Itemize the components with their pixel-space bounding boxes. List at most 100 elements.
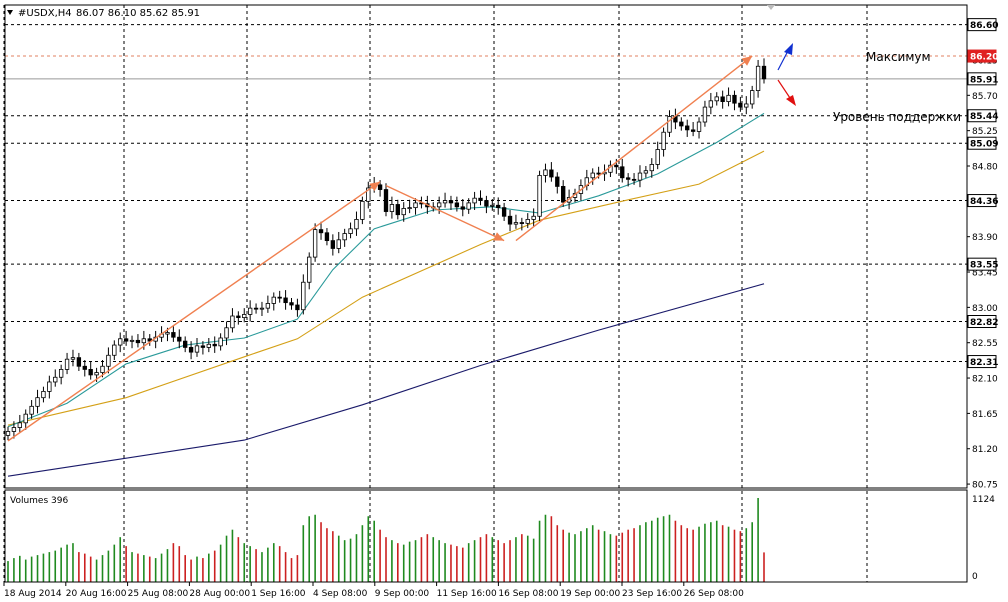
candle (129, 335, 135, 349)
candle (525, 213, 530, 229)
candle (389, 196, 395, 219)
candle-body (147, 338, 152, 342)
trend-arrow-head-icon (741, 56, 753, 66)
candle (271, 292, 276, 311)
candle (466, 198, 471, 214)
candle (744, 96, 749, 115)
candle (64, 352, 70, 375)
candle (324, 228, 330, 246)
candle (259, 301, 265, 317)
candle-body (377, 184, 383, 190)
candle (123, 330, 129, 346)
candle-body (324, 232, 330, 242)
price-tag-box (967, 194, 997, 208)
candle-body (531, 215, 536, 220)
candle (472, 191, 477, 210)
trend-arrow-line (7, 181, 381, 442)
candle (377, 180, 383, 197)
y-tick-label: 85.70 (972, 92, 998, 102)
candle-body (389, 204, 395, 212)
candle-body (183, 340, 188, 348)
candle (289, 297, 294, 310)
candle-body (537, 175, 542, 217)
candle-body (519, 222, 525, 224)
candle-body (17, 422, 22, 428)
candle (531, 208, 536, 227)
candle-body (507, 215, 513, 225)
candle (366, 181, 371, 209)
y-tick-label: 83.45 (972, 269, 998, 279)
candle (555, 172, 560, 194)
candle-body (448, 200, 454, 204)
candle-body (224, 327, 229, 339)
candle (649, 158, 654, 178)
candle (76, 352, 82, 371)
candle (29, 400, 34, 419)
candle-body (177, 336, 182, 342)
down-arrow-head-icon (786, 95, 796, 106)
price-tag-box (967, 18, 997, 32)
candle (112, 340, 117, 360)
maximum-annotation: Максимум (866, 50, 931, 64)
symbol-label: #USDX,H4 (18, 8, 72, 19)
candle-body (690, 129, 696, 132)
candle (590, 168, 595, 185)
y-tick-label: 81.65 (972, 410, 998, 420)
x-tick-label: 9 Sep 00:00 (375, 589, 430, 599)
candle (11, 421, 17, 439)
candle (496, 197, 501, 215)
candle (247, 300, 253, 322)
candle-body (413, 202, 418, 209)
candle-body (383, 189, 389, 212)
price-tag-box (967, 49, 997, 63)
candle-body (714, 96, 719, 102)
candle (277, 290, 282, 303)
grid (3, 5, 967, 582)
candle (401, 202, 406, 222)
price-tag-box (967, 257, 997, 271)
candle-body (58, 369, 64, 378)
candle (702, 100, 708, 127)
candle (194, 337, 200, 357)
chart-shift-marker-icon[interactable] (767, 5, 775, 10)
candle (70, 349, 76, 367)
candle (755, 59, 761, 98)
moving-average-long (7, 283, 765, 477)
candle-body (259, 307, 265, 310)
price-tag-label: 85.09 (970, 140, 998, 150)
candle (295, 298, 300, 317)
candle (708, 92, 714, 115)
candle (679, 117, 684, 131)
candle (620, 158, 625, 183)
candle-body (685, 125, 690, 131)
x-tick-label: 25 Aug 08:00 (128, 589, 189, 599)
candle-body (64, 358, 70, 370)
candle-body (242, 314, 247, 318)
candle-body (738, 102, 743, 108)
dropdown-triangle-icon[interactable] (7, 10, 13, 15)
candle (501, 202, 507, 221)
candle (58, 364, 64, 385)
candle-body (247, 307, 253, 315)
y-tick-label: 85.25 (972, 127, 998, 137)
candle (307, 252, 312, 290)
candle-body (696, 121, 702, 132)
candle-body (472, 197, 477, 204)
candle (643, 166, 649, 178)
price-tag-label: 83.55 (970, 261, 998, 271)
candle-body (265, 303, 271, 309)
candle (454, 196, 460, 212)
candle-body (194, 345, 200, 353)
candle-body (525, 219, 530, 224)
candle-body (625, 177, 631, 180)
price-candles (5, 58, 767, 441)
candle (413, 198, 418, 215)
price-tag-label: 85.44 (970, 112, 998, 122)
candle (519, 217, 525, 231)
trend-arrow-line (515, 55, 753, 242)
candle (738, 96, 743, 112)
moving-average-slow (7, 150, 765, 426)
y-tick-label: 82.55 (972, 339, 998, 349)
moving-averages (7, 112, 765, 477)
